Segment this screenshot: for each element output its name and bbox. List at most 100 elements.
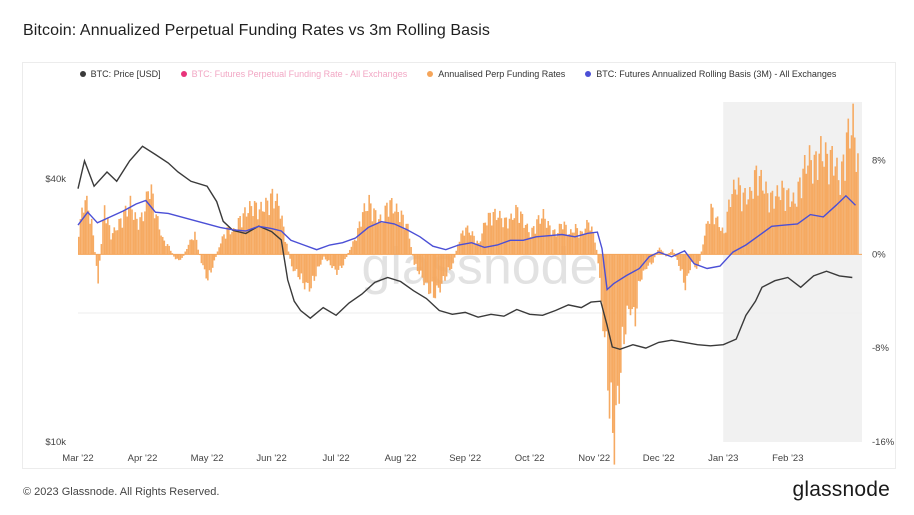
funding-bar (158, 229, 161, 255)
funding-bar (449, 254, 451, 271)
funding-bar (131, 209, 133, 255)
funding-bar (355, 240, 358, 255)
funding-bar (444, 254, 446, 281)
funding-bar (145, 191, 148, 255)
funding-bar (373, 208, 375, 255)
funding-bar (791, 201, 793, 255)
funding-bar (268, 215, 270, 255)
funding-bar (645, 254, 648, 270)
funding-bar (513, 218, 516, 255)
funding-bar (108, 225, 111, 255)
funding-bar (760, 169, 762, 255)
funding-bar (332, 254, 335, 267)
funding-bar (300, 254, 303, 274)
x-tick-label: May '22 (191, 453, 224, 464)
legend-item-futures-funding[interactable]: BTC: Futures Perpetual Funding Rate - Al… (180, 69, 407, 79)
funding-bar (550, 235, 553, 255)
funding-bar (429, 254, 432, 294)
funding-bar (552, 230, 554, 255)
funding-bar (347, 252, 349, 255)
funding-bar (495, 220, 498, 255)
funding-bar (160, 235, 162, 255)
funding-bar (407, 223, 409, 255)
funding-bar (691, 254, 693, 262)
funding-bar (747, 199, 750, 255)
funding-bar (834, 166, 837, 255)
funding-bar (386, 202, 388, 255)
funding-bar (426, 254, 429, 283)
funding-bar (434, 254, 437, 299)
legend-item-price[interactable]: BTC: Price [USD] (79, 69, 161, 79)
funding-bar (421, 254, 424, 278)
funding-bar (139, 217, 141, 255)
funding-bar (87, 210, 90, 255)
funding-bar (782, 187, 785, 255)
funding-bar (505, 217, 508, 255)
funding-bar (287, 251, 290, 255)
funding-bar (163, 240, 166, 255)
funding-bar (499, 210, 501, 255)
funding-bar (299, 254, 301, 280)
funding-bar (857, 153, 859, 255)
funding-bar (116, 230, 119, 255)
funding-bar (329, 254, 332, 266)
funding-bar (695, 254, 698, 269)
funding-bar (660, 249, 662, 255)
funding-bar (855, 171, 858, 255)
funding-bar (763, 193, 766, 255)
funding-bar (842, 154, 845, 255)
funding-bar (190, 239, 193, 255)
funding-bar (511, 219, 514, 255)
funding-bar (521, 213, 524, 255)
funding-bar (365, 211, 367, 255)
funding-bar (850, 135, 853, 255)
funding-bar (723, 233, 725, 255)
brand-logo[interactable]: glassnode (792, 478, 890, 501)
funding-bar (102, 220, 104, 255)
funding-bar (845, 132, 848, 255)
funding-bar (134, 212, 137, 255)
funding-bar (403, 229, 406, 255)
funding-bar (573, 232, 575, 255)
funding-bar (749, 187, 751, 255)
funding-bar (84, 200, 87, 255)
funding-bar (594, 242, 596, 255)
funding-bar (810, 160, 812, 255)
funding-bar (676, 254, 679, 260)
funding-bar (181, 254, 183, 258)
funding-bar (487, 212, 490, 255)
funding-bar (184, 251, 187, 255)
funding-bar (684, 254, 687, 291)
funding-bar (602, 254, 604, 332)
funding-bar (418, 254, 420, 275)
x-tick-label: Mar '22 (62, 453, 93, 464)
funding-bar (379, 214, 382, 255)
legend-swatch-price (79, 71, 86, 77)
legend-item-annualised-funding[interactable]: Annualised Perp Funding Rates (427, 69, 565, 79)
legend-item-basis[interactable]: BTC: Futures Annualized Rolling Basis (3… (585, 69, 836, 79)
funding-bar (476, 240, 479, 255)
funding-bar (600, 254, 603, 302)
funding-bar (390, 198, 393, 255)
funding-bar (319, 254, 322, 265)
funding-bar (440, 254, 443, 284)
funding-bar (336, 254, 338, 275)
funding-bar (424, 254, 427, 283)
funding-bar (574, 224, 577, 255)
funding-bar (531, 227, 533, 255)
funding-bar (821, 161, 824, 255)
funding-bar (728, 199, 730, 255)
funding-bar (140, 212, 143, 255)
funding-bar (632, 254, 635, 308)
funding-bar (387, 216, 390, 255)
funding-bar (147, 191, 149, 255)
funding-bar (173, 254, 175, 257)
funding-bar (211, 254, 214, 268)
funding-bar (776, 185, 779, 255)
funding-bar (799, 177, 801, 255)
funding-bar (828, 184, 830, 255)
funding-bar (771, 190, 774, 255)
funding-bar (203, 254, 206, 270)
funding-bar (276, 193, 279, 255)
